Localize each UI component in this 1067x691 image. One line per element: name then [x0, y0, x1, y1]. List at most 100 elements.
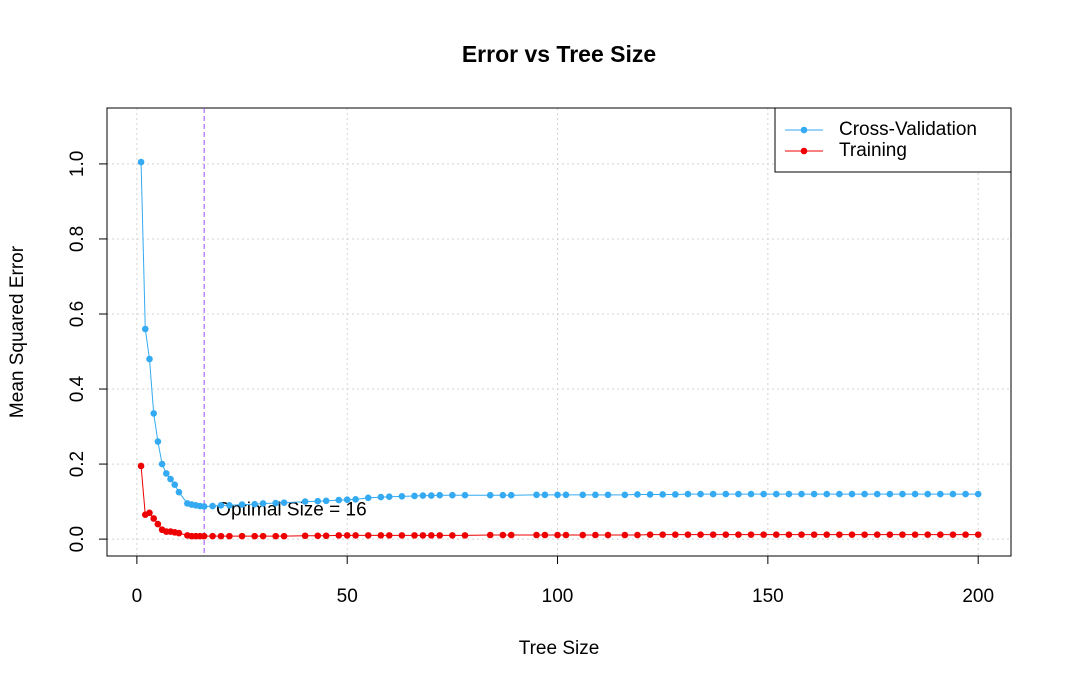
data-point [962, 531, 969, 538]
data-point [974, 531, 982, 538]
data-point [398, 493, 406, 500]
data-point [314, 532, 322, 540]
data-point [810, 531, 818, 538]
data-point [377, 532, 385, 539]
data-point [428, 492, 435, 499]
x-axis-label: Tree Size [519, 638, 600, 659]
data-point [937, 490, 944, 498]
data-point [449, 532, 456, 539]
data-point [175, 529, 183, 537]
data-point [154, 438, 162, 445]
data-point [272, 532, 279, 540]
data-point [592, 491, 599, 499]
data-point [322, 497, 330, 505]
data-point [747, 490, 755, 498]
legend-label: Cross-Validation [839, 119, 977, 140]
data-point [697, 531, 704, 538]
plot-frame [106, 107, 1012, 557]
data-point [461, 491, 469, 499]
data-point [335, 496, 343, 504]
data-point [836, 531, 843, 538]
data-point [659, 491, 666, 498]
data-point [541, 491, 549, 499]
data-point [823, 490, 831, 498]
y-tick-label: 0.0 [67, 526, 88, 552]
data-point [684, 490, 692, 498]
data-point [604, 531, 612, 539]
data-point [659, 531, 666, 538]
data-point [646, 491, 654, 498]
data-point [217, 502, 225, 509]
data-point [541, 531, 549, 539]
data-point [554, 491, 561, 499]
data-point [672, 531, 679, 538]
data-point [937, 531, 944, 538]
data-point [507, 491, 515, 499]
data-point [735, 490, 742, 498]
x-tick-label: 100 [542, 586, 574, 607]
data-point [709, 490, 717, 498]
data-point [873, 531, 881, 538]
data-point [209, 532, 216, 540]
data-point [604, 491, 612, 499]
data-point [335, 532, 343, 539]
data-point [436, 532, 444, 539]
data-point [238, 532, 246, 540]
data-point [579, 491, 587, 499]
data-point [411, 532, 418, 539]
data-point [848, 531, 856, 538]
y-tick-label: 1.0 [67, 151, 88, 177]
data-point [272, 499, 279, 507]
data-point [322, 532, 330, 540]
data-point [217, 532, 225, 540]
data-point [226, 502, 233, 509]
data-point [251, 532, 258, 540]
legend-label: Training [839, 140, 907, 161]
data-point [259, 500, 267, 507]
data-point [226, 532, 233, 540]
data-point [141, 325, 149, 333]
data-point [385, 493, 393, 501]
data-point [343, 496, 351, 504]
data-point [592, 531, 599, 539]
data-point [280, 499, 288, 507]
data-point [507, 531, 515, 539]
data-point [436, 491, 444, 499]
series-line [140, 162, 979, 507]
data-point [760, 531, 767, 538]
data-point [499, 531, 507, 539]
data-point [823, 531, 831, 538]
data-point [200, 532, 208, 540]
data-point [209, 502, 216, 510]
data-point [785, 490, 793, 498]
data-point [554, 531, 561, 539]
y-tick-label: 0.8 [67, 226, 88, 252]
data-point [785, 531, 793, 538]
data-point [411, 492, 418, 500]
y-axis-label: Mean Squared Error [7, 245, 28, 418]
data-point [760, 490, 767, 498]
data-point [810, 490, 818, 498]
data-point [949, 531, 957, 538]
data-point [154, 520, 162, 528]
data-point [314, 497, 322, 505]
data-point [364, 532, 372, 539]
data-point [301, 498, 309, 505]
legend-marker [800, 126, 808, 134]
data-point [150, 410, 157, 417]
data-point [146, 355, 153, 363]
y-tick-label: 0.2 [67, 451, 88, 477]
data-point [974, 490, 982, 498]
x-tick-label: 50 [337, 586, 358, 607]
data-point [873, 490, 881, 498]
data-point [364, 494, 372, 502]
data-point [836, 490, 843, 498]
data-point [486, 531, 494, 539]
data-point [634, 531, 641, 539]
data-point [146, 509, 153, 517]
data-point [150, 515, 157, 522]
data-point [621, 491, 629, 499]
data-point [962, 490, 969, 498]
data-point [634, 491, 641, 498]
